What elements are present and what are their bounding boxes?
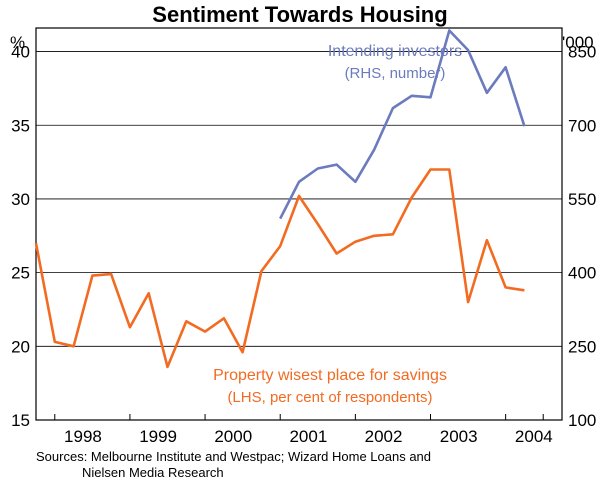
left-unit-label: % <box>10 33 25 52</box>
right-tick-label-550: 550 <box>568 190 596 209</box>
property-series-line <box>34 168 525 369</box>
left-tick-label-30: 30 <box>11 190 30 209</box>
left-tick-label-20: 20 <box>11 337 30 356</box>
left-tick-label-15: 15 <box>11 411 30 430</box>
property-series-sublabel: (LHS, per cent of respondents) <box>227 389 432 406</box>
investors-series-label: Intending investors <box>328 43 462 60</box>
x-tick-label-2003: 2003 <box>440 427 478 446</box>
right-tick-label-700: 700 <box>568 116 596 135</box>
investors-series-sublabel: (RHS, number) <box>345 65 446 82</box>
left-tick-label-35: 35 <box>11 116 30 135</box>
plot-frame <box>35 27 563 421</box>
investors-series-line <box>279 29 526 220</box>
left-tick-label-25: 25 <box>11 264 30 283</box>
x-tick-label-2000: 2000 <box>214 427 252 446</box>
left-tick-label-40: 40 <box>11 43 30 62</box>
right-tick-label-250: 250 <box>568 337 596 356</box>
property-series-label: Property wisest place for savings <box>213 367 447 384</box>
x-tick-label-2004: 2004 <box>515 427 553 446</box>
x-tick-label-1998: 1998 <box>64 427 102 446</box>
x-tick-label-2001: 2001 <box>289 427 327 446</box>
source-note-line-1: Sources: Melbourne Institute and Westpac… <box>36 449 431 464</box>
right-unit-label: '000 <box>562 33 594 52</box>
right-tick-label-400: 400 <box>568 264 596 283</box>
x-tick-label-2002: 2002 <box>365 427 403 446</box>
chart-title: Sentiment Towards Housing <box>152 2 447 27</box>
x-tick-label-1999: 1999 <box>139 427 177 446</box>
right-tick-label-100: 100 <box>568 411 596 430</box>
right-tick-label-850: 850 <box>568 43 596 62</box>
source-note-line-2: Nielsen Media Research <box>82 465 224 480</box>
